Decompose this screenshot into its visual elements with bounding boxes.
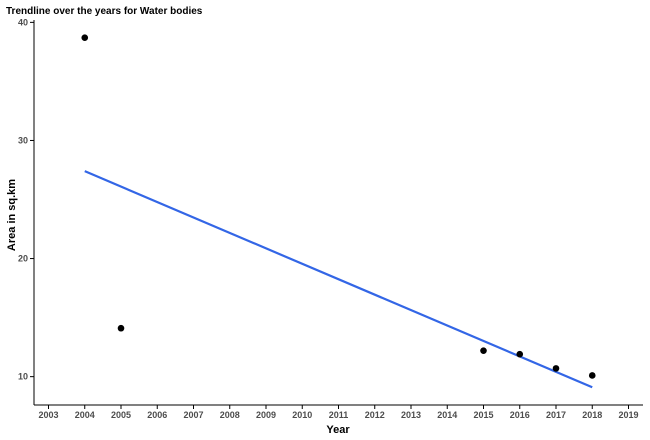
y-tick-label: 30	[18, 135, 28, 145]
x-tick-label: 2016	[510, 410, 530, 420]
x-tick-label: 2006	[147, 410, 167, 420]
data-point	[117, 324, 125, 332]
x-tick-label: 2003	[38, 410, 58, 420]
x-tick-label: 2014	[437, 410, 457, 420]
x-tick-label: 2015	[473, 410, 493, 420]
data-point	[81, 34, 89, 42]
trendline	[84, 170, 593, 389]
x-tick-label: 2017	[546, 410, 566, 420]
x-tick-label: 2018	[582, 410, 602, 420]
x-tick-label: 2007	[183, 410, 203, 420]
x-tick-label: 2012	[365, 410, 385, 420]
x-tick-label: 2013	[401, 410, 421, 420]
y-tick-label: 40	[18, 17, 28, 27]
data-point	[552, 365, 560, 372]
x-axis: 2003 2004 2005 2006 2007 2008 2009 2010 2011 2012…	[34, 404, 643, 420]
y-axis: 10 20 30 40	[18, 17, 35, 405]
x-tick-label: 2005	[111, 410, 131, 420]
y-tick-label: 10	[18, 372, 28, 382]
data-point	[588, 372, 596, 379]
data-point	[480, 347, 487, 354]
chart-title: Trendline over the years for Water bodie…	[6, 6, 203, 17]
x-tick-label: 2009	[256, 410, 276, 420]
data-point	[516, 350, 524, 358]
y-axis-title: Area in sq.km	[6, 179, 18, 251]
plot-area	[81, 34, 596, 389]
x-tick-label: 2008	[220, 410, 240, 420]
y-tick-label: 20	[18, 254, 28, 264]
x-tick-label: 2010	[292, 410, 312, 420]
x-tick-label: 2011	[329, 410, 349, 420]
x-tick-label: 2004	[75, 410, 95, 420]
x-axis-title: Year	[326, 424, 350, 436]
x-tick-label: 2019	[618, 410, 638, 420]
